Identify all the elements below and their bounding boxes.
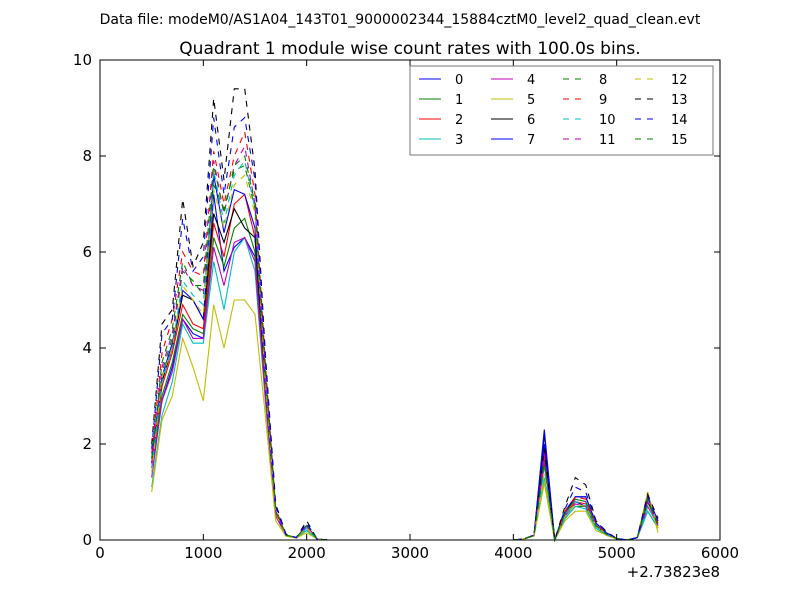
series-line-6 <box>151 207 659 541</box>
legend-label-15: 15 <box>671 133 688 148</box>
legend-label-3: 3 <box>455 133 463 148</box>
legend-label-0: 0 <box>455 73 463 88</box>
series-line-13 <box>151 88 659 541</box>
x-tick-label: 2000 <box>288 544 326 562</box>
legend-label-11: 11 <box>599 133 616 148</box>
series-line-12 <box>151 174 659 542</box>
legend-label-9: 9 <box>599 93 607 108</box>
chart-suptitle: Data file: modeM0/AS1A04_143T01_90000023… <box>100 12 701 28</box>
legend-label-7: 7 <box>527 133 535 148</box>
series-line-14 <box>151 116 659 541</box>
series-line-4 <box>151 236 659 543</box>
legend-label-6: 6 <box>527 113 535 128</box>
series-line-8 <box>151 164 659 541</box>
x-tick-label: 4000 <box>494 544 532 562</box>
chart-title: Quadrant 1 module wise count rates with … <box>179 39 640 59</box>
series-line-15 <box>151 154 659 543</box>
y-tick-label: 8 <box>82 147 92 165</box>
legend-label-5: 5 <box>527 93 535 108</box>
legend-label-2: 2 <box>455 113 463 128</box>
legend-label-14: 14 <box>671 113 688 128</box>
legend-label-10: 10 <box>599 113 616 128</box>
legend-label-4: 4 <box>527 73 535 88</box>
series-layer <box>151 88 659 543</box>
legend-label-8: 8 <box>599 73 607 88</box>
y-tick-label: 10 <box>73 51 92 69</box>
x-tick-label: 0 <box>95 544 105 562</box>
series-line-0 <box>151 194 659 543</box>
legend-label-12: 12 <box>671 73 688 88</box>
series-line-11 <box>151 144 659 541</box>
x-tick-label: 1000 <box>184 544 222 562</box>
y-tick-label: 6 <box>82 243 92 261</box>
series-line-3 <box>151 236 659 542</box>
series-line-9 <box>151 130 659 541</box>
y-tick-label: 2 <box>82 435 92 453</box>
legend-label-1: 1 <box>455 93 463 108</box>
series-line-5 <box>151 299 659 542</box>
series-line-2 <box>151 193 659 543</box>
x-tick-label: 5000 <box>598 544 636 562</box>
x-tick-label: 3000 <box>391 544 429 562</box>
x-offset-label: +2.73823e8 <box>627 563 720 581</box>
x-tick-label: 6000 <box>701 544 739 562</box>
legend-box <box>409 65 714 156</box>
legend-label-13: 13 <box>671 93 688 108</box>
series-line-1 <box>151 217 659 542</box>
y-tick-label: 4 <box>82 339 92 357</box>
y-tick-label: 0 <box>82 531 92 549</box>
